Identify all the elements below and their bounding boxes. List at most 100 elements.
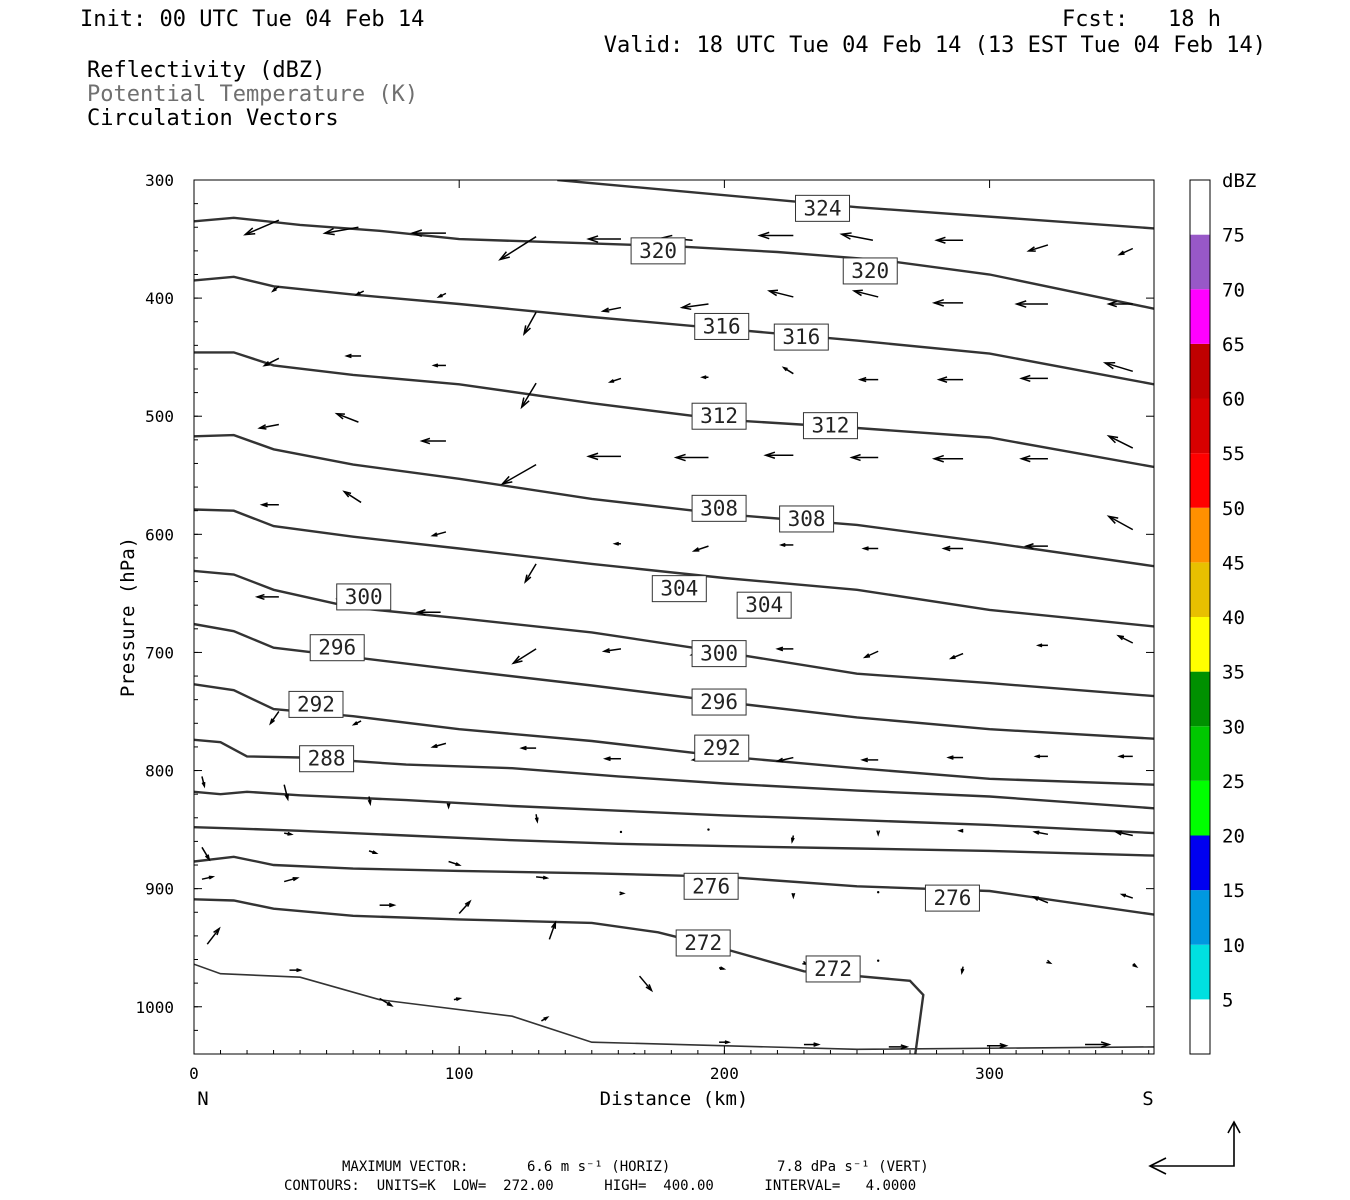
contour-label-text: 320 <box>639 239 677 263</box>
vector-arrow <box>283 876 300 883</box>
vector-arrow <box>271 285 280 293</box>
vector-arrow <box>1116 634 1134 644</box>
vector-arrow <box>1132 963 1139 968</box>
vector-arrow <box>436 292 447 299</box>
vector-arrow <box>931 298 964 307</box>
vector-arrow <box>448 860 462 866</box>
y-axis: 300 400 500 600 700 800 900 1000 <box>135 171 1154 1055</box>
vector-arrow <box>936 376 964 383</box>
vector-arrow <box>673 453 709 462</box>
colorbar-swatch <box>1190 289 1210 344</box>
vector-arrow <box>602 756 621 762</box>
colorbar-label: 40 <box>1222 607 1245 629</box>
isentrope-292 <box>194 683 1154 786</box>
colorbar-swatch <box>1190 780 1210 836</box>
vector-arrow <box>1014 300 1048 308</box>
vector-arrow <box>960 966 965 975</box>
vector-arrow <box>1102 361 1134 373</box>
contour-label: 272 <box>805 955 861 983</box>
vector-arrow <box>243 219 280 236</box>
colorbar-label: 25 <box>1222 771 1245 793</box>
vector-arrow <box>757 231 794 240</box>
vector-arrow <box>839 232 874 241</box>
isentrope-324 <box>557 180 1154 230</box>
vector-arrow <box>790 835 795 844</box>
contour-info: CONTOURS: UNITS=K LOW= 272.00 HIGH= 400.… <box>284 1178 916 1194</box>
contour-label-text: 316 <box>703 314 741 338</box>
vector-arrow <box>419 437 446 445</box>
vector-arrow <box>601 647 622 654</box>
contour-label: 308 <box>691 494 747 522</box>
vector-arrow <box>1032 830 1049 836</box>
vector-arrow <box>1113 830 1133 837</box>
contour-label-text: 276 <box>692 874 730 898</box>
vector-arrow <box>500 463 537 486</box>
vector-arrow <box>201 875 216 880</box>
vector-arrow <box>948 652 964 660</box>
forecast-hour: 18 h <box>1168 7 1221 32</box>
x-tick-label: 200 <box>710 1064 739 1083</box>
vector-arrow <box>612 541 621 546</box>
colorbar-title: dBZ <box>1222 170 1256 192</box>
vector-arrow <box>619 891 626 896</box>
vector-arrow <box>781 366 794 375</box>
vector-arrow <box>541 1016 550 1022</box>
colorbar-swatch <box>1190 944 1210 1000</box>
isentrope-284 <box>194 790 1154 835</box>
colorbar-frame <box>1189 179 1211 1055</box>
contour-label: 312 <box>691 402 747 430</box>
contour-label: 300 <box>691 640 747 668</box>
contour-label-text: 272 <box>814 957 852 981</box>
contour-label-text: 304 <box>660 577 698 601</box>
vector-arrow <box>334 412 359 423</box>
y-axis-label: Pressure (hPa) <box>117 537 139 697</box>
vector-arrow <box>775 646 794 652</box>
y-tick-label: 1000 <box>135 998 174 1017</box>
y-tick-label: 300 <box>145 171 174 190</box>
field-label-reflectivity: Reflectivity (dBZ) <box>87 58 325 83</box>
contour-label: 312 <box>802 412 858 440</box>
contour-label: 320 <box>630 237 686 265</box>
colorbar-swatch <box>1190 835 1210 891</box>
vector-arrow <box>430 531 447 537</box>
contour-label-text: 296 <box>318 636 356 660</box>
contour-label: 288 <box>299 745 355 773</box>
vector-arrow <box>1035 643 1048 648</box>
contour-label-text: 312 <box>811 414 849 438</box>
isentrope-288 <box>194 738 1154 810</box>
contour-label: 316 <box>694 312 750 340</box>
colorbar-swatch <box>1190 726 1210 781</box>
max-vector-label: MAXIMUM VECTOR: <box>342 1159 468 1175</box>
vector-arrow <box>519 745 537 751</box>
vector-arrow <box>718 966 727 971</box>
colorbar-label: 35 <box>1222 662 1245 684</box>
vector-arrow <box>619 830 623 834</box>
contour-label: 316 <box>773 323 829 351</box>
colorbar-swatch <box>1190 180 1210 235</box>
vector-arrow <box>941 545 964 552</box>
isentrope-300 <box>194 569 1154 698</box>
vector-arrow <box>691 545 709 552</box>
isentrope-320 <box>194 216 1154 310</box>
vector-arrow <box>679 302 709 311</box>
vector-arrow <box>778 542 794 547</box>
vector-arrow <box>860 757 879 763</box>
contour-label-text: 320 <box>851 259 889 283</box>
contour-label: 296 <box>309 634 365 662</box>
vector-arrow <box>498 236 537 261</box>
isentrope-304 <box>194 508 1154 628</box>
contour-label-text: 300 <box>700 642 738 666</box>
colorbar-swatch <box>1190 507 1210 563</box>
vector-arrow <box>548 920 557 940</box>
contour-label-text: 292 <box>703 736 741 760</box>
x-tick-label: 300 <box>975 1064 1004 1083</box>
vector-arrow <box>351 720 362 726</box>
y-tick-label: 600 <box>145 525 174 544</box>
vector-arrow <box>876 890 880 894</box>
vector-arrow <box>1019 374 1048 383</box>
vector-arrow <box>322 226 359 236</box>
contour-label: 304 <box>651 575 707 603</box>
vector-arrow <box>1117 247 1134 256</box>
vector-arrow <box>957 828 964 833</box>
